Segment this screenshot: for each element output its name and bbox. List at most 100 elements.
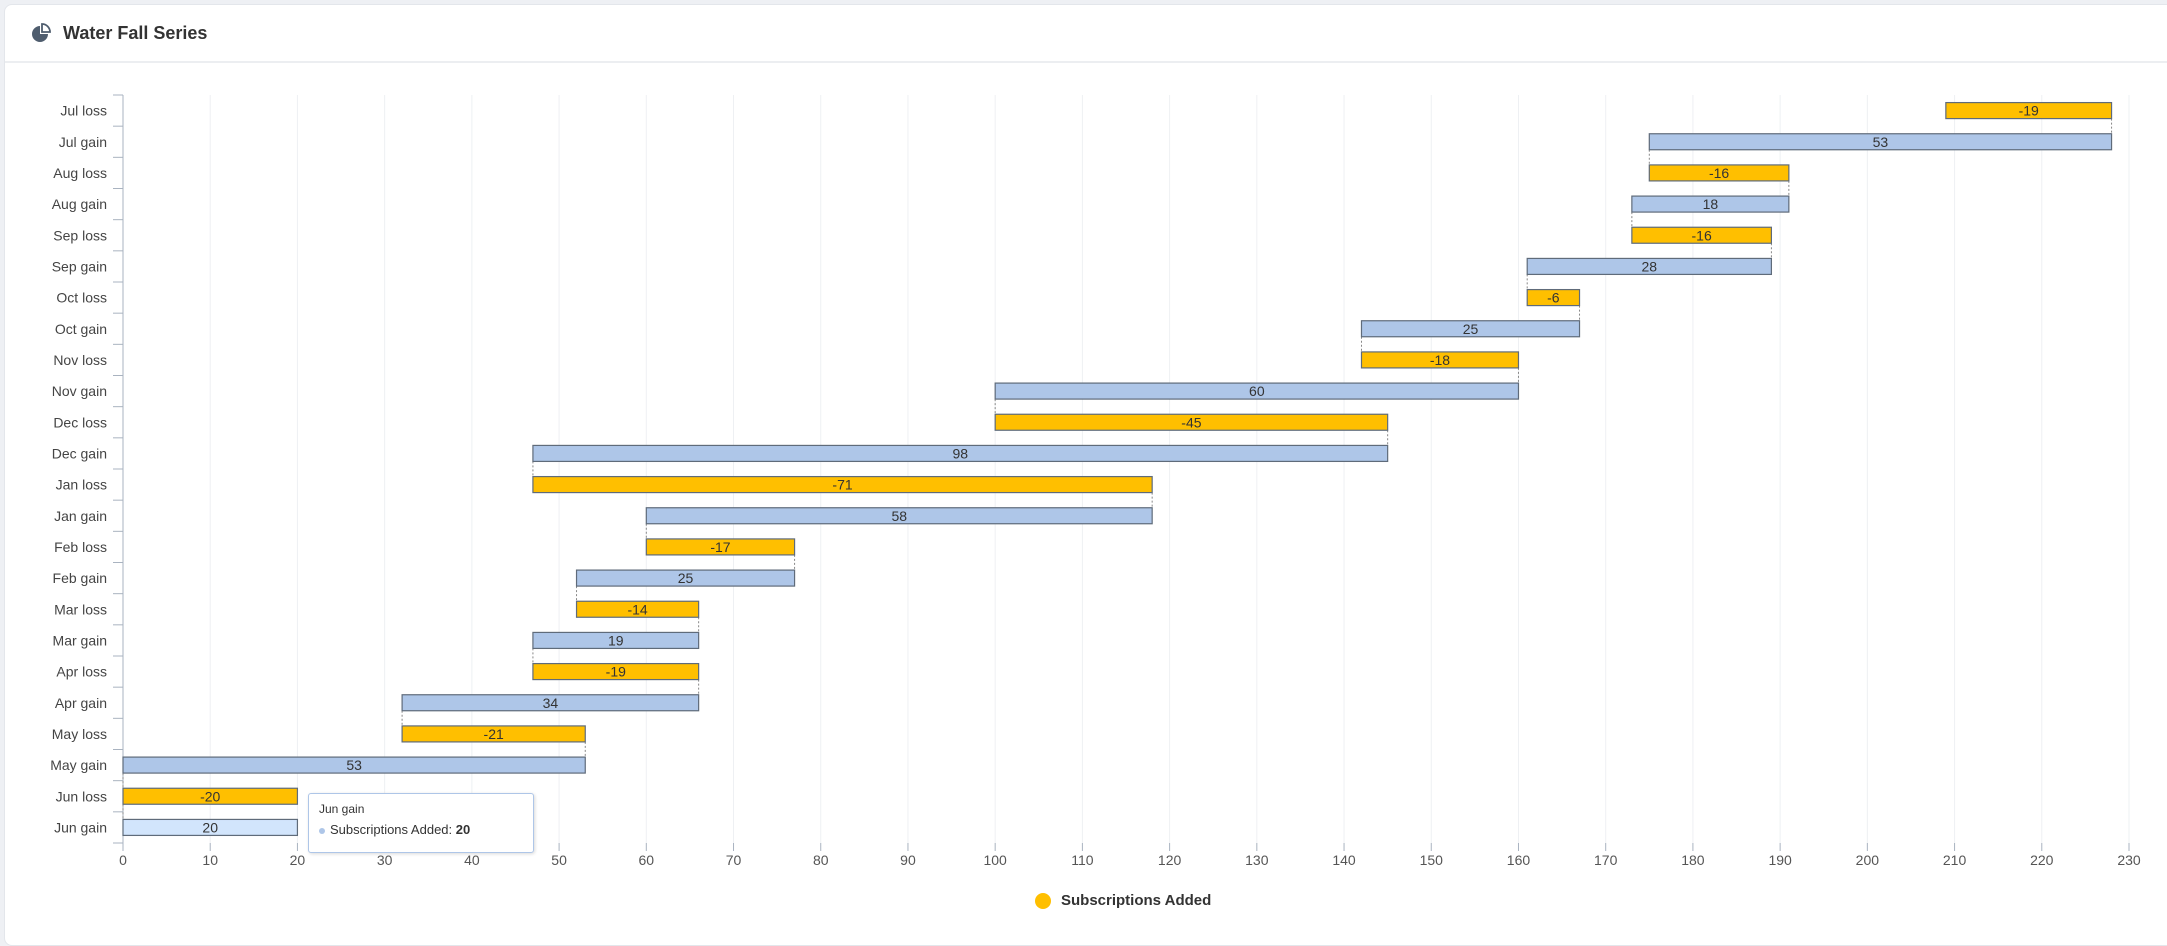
bar-nov-loss bbox=[1360, 351, 1520, 369]
data-label: 25 bbox=[1463, 321, 1479, 337]
bar-mar-loss bbox=[575, 600, 700, 618]
x-tick-label: 170 bbox=[1594, 852, 1618, 868]
x-tick-label: 40 bbox=[464, 852, 480, 868]
bar-jan-gain bbox=[645, 507, 1153, 525]
x-tick-label: 50 bbox=[551, 852, 567, 868]
data-label: -21 bbox=[484, 726, 504, 742]
bar-sep-gain bbox=[1526, 257, 1773, 276]
bar-apr-gain bbox=[401, 694, 700, 712]
y-tick-label: Jan loss bbox=[56, 477, 107, 493]
data-label: -17 bbox=[710, 539, 730, 555]
data-label: -18 bbox=[1430, 352, 1450, 368]
chart-card: Water Fall Series bbox=[4, 4, 2167, 946]
bar-feb-gain bbox=[575, 569, 796, 587]
bar-jun-loss bbox=[122, 787, 299, 805]
x-tick-label: 230 bbox=[2117, 852, 2141, 868]
x-tick-label: 20 bbox=[290, 852, 306, 868]
data-label: 18 bbox=[1703, 196, 1719, 212]
y-tick-label: May loss bbox=[52, 726, 107, 742]
data-label: -20 bbox=[200, 788, 220, 804]
card-header: Water Fall Series bbox=[5, 5, 2167, 63]
data-label: 25 bbox=[678, 570, 694, 586]
x-tick-label: 120 bbox=[1158, 852, 1182, 868]
data-label: 28 bbox=[1642, 258, 1658, 274]
y-tick-label: Mar gain bbox=[53, 632, 107, 648]
y-tick-label: Nov gain bbox=[52, 383, 107, 399]
x-tick-label: 130 bbox=[1245, 852, 1269, 868]
y-tick-label: Apr gain bbox=[55, 695, 107, 711]
data-label: -16 bbox=[1692, 227, 1712, 243]
x-tick-label: 90 bbox=[900, 852, 916, 868]
tooltip-category: Jun gain bbox=[319, 802, 365, 816]
x-tick-label: 80 bbox=[813, 852, 829, 868]
tooltip-series-dot bbox=[319, 827, 325, 834]
bar-aug-loss bbox=[1648, 164, 1790, 182]
bar-jan-loss bbox=[532, 475, 1153, 494]
bar-jun-gain bbox=[122, 818, 299, 837]
x-tick-label: 60 bbox=[639, 852, 655, 868]
y-tick-label: Sep loss bbox=[53, 227, 107, 243]
legend-item[interactable]: Subscriptions Added bbox=[1035, 892, 1211, 909]
y-tick-label: Dec gain bbox=[52, 445, 107, 461]
y-tick-label: Jul gain bbox=[59, 134, 107, 150]
y-tick-label: Jul loss bbox=[60, 103, 107, 119]
tooltip-series: Subscriptions Added bbox=[330, 822, 449, 837]
data-label: 53 bbox=[1873, 134, 1889, 150]
y-tick-label: Oct gain bbox=[55, 321, 107, 337]
bar-apr-loss bbox=[532, 662, 700, 681]
data-label: -19 bbox=[2019, 103, 2039, 119]
y-tick-label: May gain bbox=[50, 757, 107, 773]
y-tick-label: Jan gain bbox=[54, 508, 107, 524]
x-tick-label: 160 bbox=[1507, 852, 1531, 868]
bar-may-gain bbox=[122, 756, 586, 774]
x-tick-label: 30 bbox=[377, 852, 393, 868]
data-label: -71 bbox=[832, 477, 852, 493]
x-tick-label: 190 bbox=[1768, 852, 1792, 868]
bar-nov-gain bbox=[994, 382, 1520, 400]
data-label: -14 bbox=[627, 601, 647, 617]
y-tick-label: Apr loss bbox=[56, 664, 107, 680]
data-label: -45 bbox=[1181, 414, 1201, 430]
bar-jul-loss bbox=[1945, 101, 2113, 120]
x-tick-label: 140 bbox=[1332, 852, 1356, 868]
legend-marker-icon bbox=[1035, 892, 1051, 909]
bar-oct-loss bbox=[1526, 288, 1581, 307]
bar-aug-gain bbox=[1631, 195, 1790, 213]
bar-oct-gain bbox=[1360, 320, 1581, 338]
tooltip-value: 20 bbox=[455, 822, 471, 837]
y-tick-label: Oct loss bbox=[56, 290, 107, 306]
tooltip: Jun gain Subscriptions Added: 20 bbox=[308, 793, 534, 853]
y-tick-label: Feb gain bbox=[53, 570, 107, 586]
y-tick-label: Dec loss bbox=[53, 414, 107, 430]
y-tick-label: Jun loss bbox=[56, 788, 107, 804]
x-tick-label: 110 bbox=[1071, 852, 1094, 868]
data-label: -16 bbox=[1709, 165, 1729, 181]
data-label: -19 bbox=[606, 664, 626, 680]
x-tick-label: 180 bbox=[1681, 852, 1705, 868]
data-label: 60 bbox=[1249, 383, 1265, 399]
bar-may-loss bbox=[401, 725, 586, 743]
y-tick-label: Feb loss bbox=[54, 539, 107, 555]
data-label: 58 bbox=[891, 508, 907, 524]
x-tick-label: 100 bbox=[983, 852, 1007, 868]
y-tick-label: Aug gain bbox=[52, 196, 107, 212]
data-label: 34 bbox=[543, 695, 559, 711]
data-label: -6 bbox=[1547, 290, 1560, 306]
y-tick-label: Mar loss bbox=[54, 601, 107, 617]
data-label: 19 bbox=[608, 632, 624, 648]
x-tick-label: 70 bbox=[726, 852, 742, 868]
data-label: 20 bbox=[202, 819, 218, 835]
bar-jul-gain bbox=[1648, 133, 2113, 151]
card-title: Water Fall Series bbox=[63, 22, 208, 43]
y-tick-label: Sep gain bbox=[52, 258, 107, 274]
y-tick-label: Nov loss bbox=[53, 352, 107, 368]
x-tick-label: 220 bbox=[2030, 852, 2054, 868]
y-tick-label: Jun gain bbox=[54, 819, 107, 835]
x-tick-label: 10 bbox=[202, 852, 218, 868]
data-label: 98 bbox=[952, 445, 968, 461]
x-tick-label: 200 bbox=[1856, 852, 1880, 868]
y-tick-label: Aug loss bbox=[53, 165, 107, 181]
data-label: 53 bbox=[346, 757, 362, 773]
bar-mar-gain bbox=[532, 631, 700, 650]
x-tick-label: 210 bbox=[1943, 852, 1967, 868]
